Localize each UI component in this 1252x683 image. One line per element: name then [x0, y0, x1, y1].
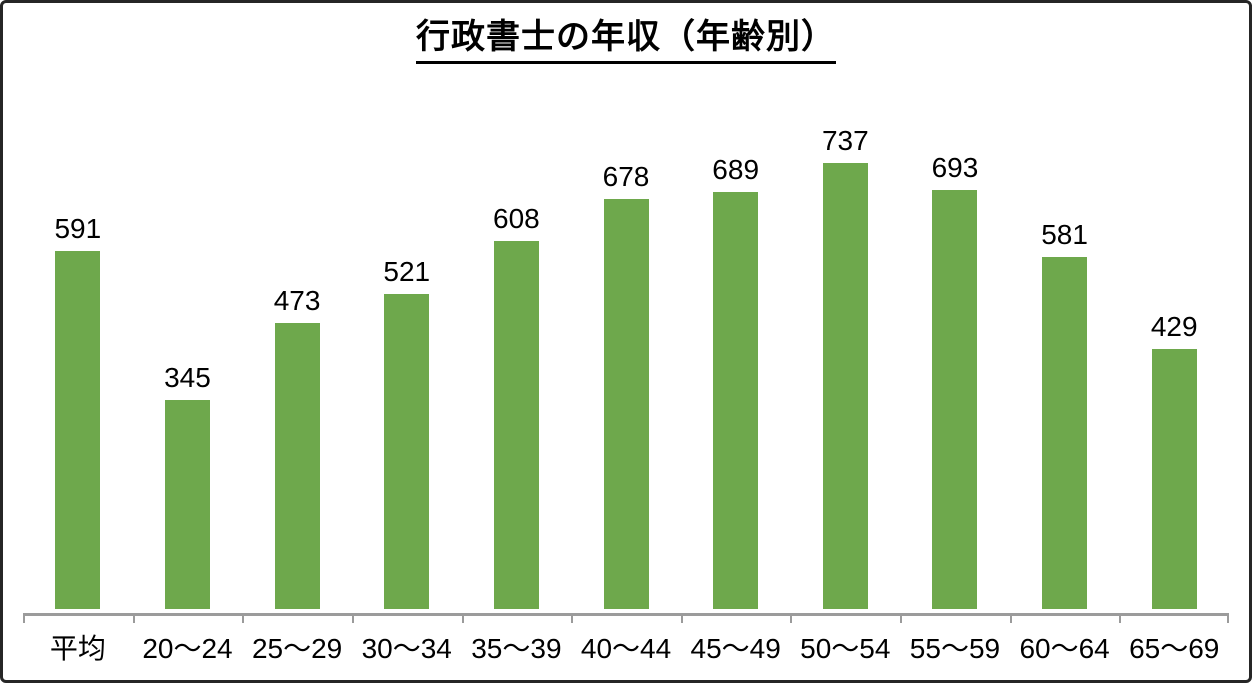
category-label: 55〜59 — [909, 633, 1001, 664]
axis-tick — [351, 613, 354, 623]
bar-column: 345 — [133, 125, 243, 609]
bar-value-label: 345 — [164, 361, 211, 393]
bar — [1042, 257, 1088, 609]
bar-value-label: 678 — [602, 160, 650, 192]
axis-tick — [571, 613, 574, 623]
bar-value-label: 429 — [1150, 310, 1198, 342]
category-label: 65〜69 — [1129, 633, 1220, 664]
bar-value-label: 473 — [273, 284, 321, 316]
bar-column: 693 — [900, 125, 1010, 609]
bar — [164, 400, 210, 609]
axis-tick — [1119, 613, 1122, 623]
category-label: 平均 — [49, 633, 106, 664]
bar-column: 591 — [23, 125, 133, 609]
bar-column: 689 — [681, 125, 791, 609]
plot-area: 591 345 473 521 608 678 689 737 693 581 429 — [23, 125, 1229, 609]
bar — [274, 323, 320, 609]
bar — [384, 294, 430, 609]
x-axis-labels: 平均 20〜24 25〜29 30〜34 35〜39 40〜44 45〜49 50〜54 55〜… — [23, 631, 1229, 666]
bar-value-label: 521 — [383, 255, 431, 287]
chart-title: 行政書士の年収（年齢別） — [3, 17, 1249, 64]
bar-column: 521 — [352, 125, 462, 609]
axis-tick — [23, 613, 25, 623]
category-label: 25〜29 — [251, 633, 343, 664]
bar — [1151, 349, 1197, 609]
bar-value-label: 591 — [54, 212, 102, 244]
axis-tick — [1009, 613, 1012, 623]
bar-column: 429 — [1119, 125, 1229, 609]
category-label: 60〜64 — [1019, 633, 1110, 664]
axis-tick — [680, 613, 683, 623]
category-label: 35〜39 — [471, 633, 562, 664]
axis-tick — [790, 613, 793, 623]
bar — [822, 163, 868, 609]
bar — [932, 190, 978, 609]
chart-title-text: 行政書士の年収（年齢別） — [416, 17, 836, 64]
axis-tick — [461, 613, 464, 623]
axis-tick — [242, 613, 245, 623]
bar — [713, 192, 759, 609]
bar-column: 608 — [462, 125, 572, 609]
x-axis-line — [23, 613, 1229, 623]
bar — [55, 251, 101, 609]
bar-column: 737 — [790, 125, 900, 609]
bar-column: 473 — [242, 125, 352, 609]
bar-value-label: 693 — [931, 151, 979, 183]
category-label: 30〜34 — [361, 633, 452, 664]
axis-tick — [1227, 613, 1229, 623]
bar — [493, 241, 539, 609]
category-label: 50〜54 — [800, 633, 891, 664]
category-label: 45〜49 — [690, 633, 781, 664]
axis-tick — [900, 613, 903, 623]
bar-column: 581 — [1010, 125, 1120, 609]
bar-value-label: 608 — [493, 202, 540, 234]
bar-column: 678 — [571, 125, 681, 609]
bar — [603, 199, 649, 609]
category-label: 20〜24 — [142, 633, 233, 664]
category-label: 40〜44 — [580, 633, 672, 664]
bar-value-label: 737 — [821, 125, 869, 156]
bar-value-label: 689 — [712, 153, 760, 185]
bar-value-label: 581 — [1041, 218, 1088, 250]
axis-tick — [132, 613, 135, 623]
